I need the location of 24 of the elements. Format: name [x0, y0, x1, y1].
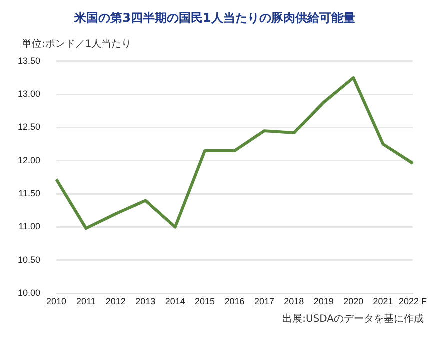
- text: 出展:USDAのデータを基に作成: [282, 312, 424, 326]
- x-tick-label: 2013: [136, 296, 156, 306]
- x-tick-label: 2022 F: [398, 296, 428, 306]
- y-axis-title: 単位:ポンド／1人当たり: [22, 38, 132, 51]
- x-tick-label: 2020: [344, 296, 364, 306]
- y-tick-label: 11.00: [18, 222, 41, 232]
- x-tick-label: 2015: [195, 296, 216, 306]
- x-tick-label: 2017: [254, 296, 274, 306]
- y-tick-label: 13.50: [18, 56, 41, 66]
- x-tick-label: 2010: [46, 296, 67, 306]
- x-tick-label: 2016: [224, 296, 245, 306]
- x-tick-label: 2021: [373, 296, 394, 306]
- y-tick-label: 12.00: [18, 155, 41, 166]
- chart-title: 米国の第3四半期の国民1人当たりの豚肉供給可能量: [73, 10, 356, 27]
- x-tick-label: 2011: [76, 296, 96, 306]
- x-tick-label: 2012: [106, 296, 126, 306]
- x-tick-label: 2019: [314, 296, 334, 306]
- y-tick-label: 12.50: [18, 122, 41, 132]
- x-tick-label: 2014: [165, 296, 186, 306]
- y-tick-label: 13.00: [18, 89, 41, 100]
- y-tick-label: 10.00: [18, 288, 41, 298]
- y-tick-label: 10.50: [18, 254, 41, 265]
- x-tick-label: 2018: [284, 296, 304, 306]
- y-tick-label: 11.50: [18, 188, 41, 199]
